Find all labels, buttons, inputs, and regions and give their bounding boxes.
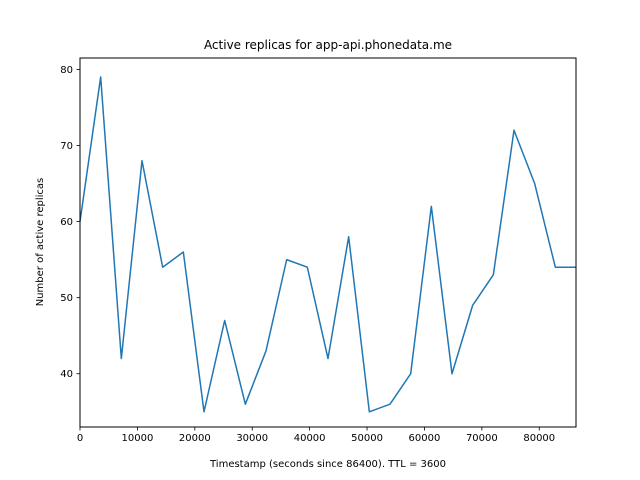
y-axis-label: Number of active replicas bbox=[35, 178, 46, 307]
x-tick-label: 10000 bbox=[122, 433, 154, 444]
x-tick-label: 30000 bbox=[236, 433, 268, 444]
x-tick-label: 50000 bbox=[351, 433, 383, 444]
y-tick-label: 60 bbox=[60, 217, 73, 228]
series-layer bbox=[79, 76, 576, 413]
chart-title: Active replicas for app-api.phonedata.me bbox=[204, 38, 452, 52]
x-tick-label: 70000 bbox=[466, 433, 498, 444]
series-line bbox=[79, 76, 576, 413]
x-tick-label: 0 bbox=[77, 433, 83, 444]
y-tick-label: 40 bbox=[60, 369, 73, 380]
y-tick-label: 50 bbox=[60, 293, 73, 304]
x-axis-label: Timestamp (seconds since 86400). TTL = 3… bbox=[209, 459, 446, 470]
x-axis-ticks: 0 10000 20000 30000 40000 50000 60000 70000 8000… bbox=[77, 427, 555, 444]
x-tick-label: 80000 bbox=[523, 433, 555, 444]
y-tick-label: 70 bbox=[60, 141, 73, 152]
plot-frame bbox=[79, 57, 577, 428]
x-tick-label: 40000 bbox=[294, 433, 326, 444]
y-tick-label: 80 bbox=[60, 65, 73, 76]
x-tick-label: 20000 bbox=[179, 433, 211, 444]
x-tick-label: 60000 bbox=[409, 433, 441, 444]
y-axis-ticks: 40 50 60 70 80 bbox=[60, 65, 80, 380]
